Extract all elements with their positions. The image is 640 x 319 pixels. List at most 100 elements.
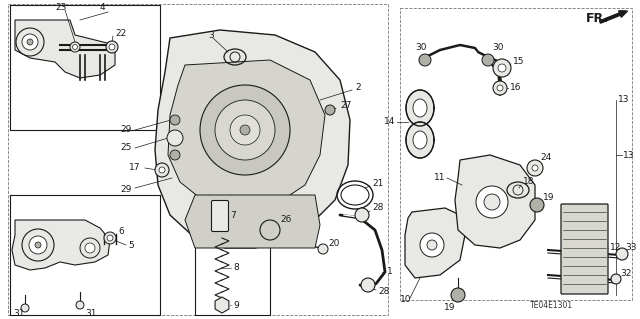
Circle shape bbox=[22, 229, 54, 261]
Text: 27: 27 bbox=[340, 100, 351, 109]
Text: 33: 33 bbox=[625, 243, 637, 253]
Text: 18: 18 bbox=[523, 177, 534, 187]
Circle shape bbox=[325, 105, 335, 115]
Circle shape bbox=[80, 238, 100, 258]
Circle shape bbox=[493, 59, 511, 77]
Polygon shape bbox=[12, 220, 110, 270]
Text: 16: 16 bbox=[510, 84, 522, 93]
Text: 10: 10 bbox=[400, 295, 412, 305]
Circle shape bbox=[170, 115, 180, 125]
Text: FR.: FR. bbox=[586, 11, 609, 25]
Text: 23: 23 bbox=[55, 3, 67, 11]
Circle shape bbox=[35, 242, 41, 248]
Text: 21: 21 bbox=[372, 179, 383, 188]
Circle shape bbox=[530, 198, 544, 212]
FancyBboxPatch shape bbox=[561, 204, 608, 294]
Ellipse shape bbox=[413, 131, 427, 149]
Circle shape bbox=[476, 186, 508, 218]
Text: 4: 4 bbox=[100, 3, 106, 11]
Circle shape bbox=[497, 85, 503, 91]
Ellipse shape bbox=[406, 90, 434, 126]
Text: 26: 26 bbox=[280, 216, 291, 225]
Circle shape bbox=[419, 54, 431, 66]
Circle shape bbox=[532, 165, 538, 171]
Text: 22: 22 bbox=[115, 28, 126, 38]
Text: 29: 29 bbox=[120, 186, 132, 195]
Circle shape bbox=[451, 288, 465, 302]
Text: 28: 28 bbox=[378, 287, 389, 296]
Text: 2: 2 bbox=[355, 84, 360, 93]
Text: 30: 30 bbox=[492, 43, 504, 53]
Circle shape bbox=[70, 42, 80, 52]
Text: 8: 8 bbox=[233, 263, 239, 272]
Ellipse shape bbox=[341, 185, 369, 205]
Polygon shape bbox=[185, 195, 320, 248]
Circle shape bbox=[493, 81, 507, 95]
Circle shape bbox=[22, 34, 38, 50]
Circle shape bbox=[72, 44, 77, 49]
Polygon shape bbox=[455, 155, 535, 248]
Text: 20: 20 bbox=[328, 239, 339, 248]
Circle shape bbox=[420, 233, 444, 257]
Circle shape bbox=[527, 160, 543, 176]
Circle shape bbox=[21, 304, 29, 312]
Circle shape bbox=[215, 100, 275, 160]
Circle shape bbox=[159, 167, 165, 173]
Text: 13: 13 bbox=[623, 151, 634, 160]
Text: 17: 17 bbox=[129, 164, 140, 173]
Ellipse shape bbox=[413, 99, 427, 117]
Polygon shape bbox=[15, 20, 115, 78]
Circle shape bbox=[109, 44, 115, 50]
Text: 15: 15 bbox=[513, 57, 525, 66]
Circle shape bbox=[318, 244, 328, 254]
FancyBboxPatch shape bbox=[211, 201, 228, 232]
Circle shape bbox=[106, 41, 118, 53]
Circle shape bbox=[200, 85, 290, 175]
Polygon shape bbox=[155, 30, 350, 248]
Circle shape bbox=[611, 274, 621, 284]
Ellipse shape bbox=[406, 122, 434, 158]
Text: 9: 9 bbox=[233, 300, 239, 309]
Circle shape bbox=[16, 28, 44, 56]
Text: TE04E1301: TE04E1301 bbox=[530, 301, 573, 310]
Text: 19: 19 bbox=[543, 194, 554, 203]
Circle shape bbox=[230, 115, 260, 145]
Text: 6: 6 bbox=[118, 227, 124, 236]
Circle shape bbox=[498, 64, 506, 72]
Circle shape bbox=[104, 232, 116, 244]
Circle shape bbox=[240, 125, 250, 135]
Circle shape bbox=[484, 194, 500, 210]
Text: 28: 28 bbox=[372, 204, 383, 212]
Circle shape bbox=[155, 163, 169, 177]
Text: 31: 31 bbox=[13, 308, 24, 317]
FancyArrow shape bbox=[600, 11, 627, 23]
Text: 1: 1 bbox=[387, 268, 393, 277]
Text: 13: 13 bbox=[618, 95, 630, 105]
Polygon shape bbox=[215, 297, 229, 313]
Text: 7: 7 bbox=[230, 211, 236, 219]
Circle shape bbox=[361, 278, 375, 292]
Circle shape bbox=[85, 243, 95, 253]
Circle shape bbox=[355, 208, 369, 222]
Text: 11: 11 bbox=[433, 174, 445, 182]
Text: 5: 5 bbox=[128, 241, 134, 249]
Circle shape bbox=[482, 54, 494, 66]
Text: 3: 3 bbox=[208, 31, 214, 40]
Circle shape bbox=[427, 240, 437, 250]
Text: 30: 30 bbox=[415, 43, 426, 53]
Text: 24: 24 bbox=[540, 153, 551, 162]
Text: 25: 25 bbox=[120, 144, 132, 152]
Text: 31: 31 bbox=[85, 308, 97, 317]
Text: 19: 19 bbox=[444, 303, 456, 313]
Text: 29: 29 bbox=[120, 125, 132, 135]
Text: 32: 32 bbox=[620, 269, 632, 278]
Text: 12: 12 bbox=[610, 243, 621, 253]
Circle shape bbox=[167, 130, 183, 146]
Polygon shape bbox=[405, 208, 465, 278]
Circle shape bbox=[107, 235, 113, 241]
Circle shape bbox=[616, 248, 628, 260]
Polygon shape bbox=[168, 60, 325, 210]
Circle shape bbox=[170, 150, 180, 160]
Text: 14: 14 bbox=[383, 117, 395, 127]
Circle shape bbox=[29, 236, 47, 254]
